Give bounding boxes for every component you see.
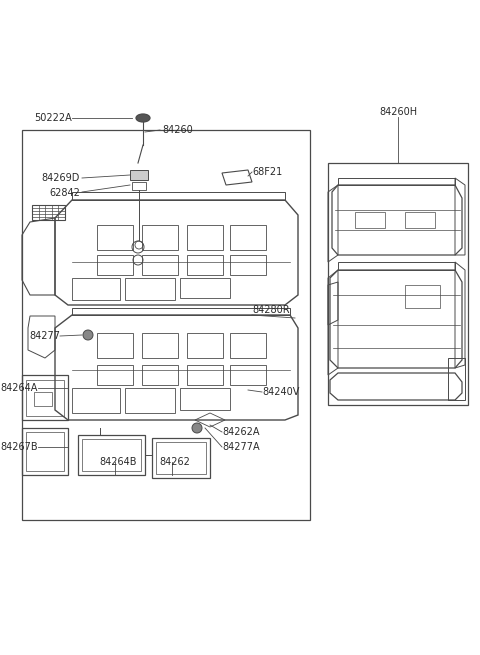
- Text: 84277: 84277: [29, 331, 60, 341]
- Text: 84267B: 84267B: [0, 442, 38, 452]
- Text: 84262: 84262: [159, 457, 191, 467]
- Text: 84269D: 84269D: [42, 173, 80, 183]
- Bar: [328, 163, 468, 405]
- Text: 84260H: 84260H: [379, 107, 417, 117]
- Text: 84280R: 84280R: [252, 305, 289, 315]
- Text: 84240V: 84240V: [262, 387, 300, 397]
- Ellipse shape: [136, 114, 150, 122]
- Circle shape: [83, 330, 93, 340]
- Text: 84264A: 84264A: [0, 383, 38, 393]
- Text: 50222A: 50222A: [34, 113, 72, 123]
- Circle shape: [192, 423, 202, 433]
- Polygon shape: [130, 170, 148, 180]
- Text: 84277A: 84277A: [222, 442, 260, 452]
- Text: 68F21: 68F21: [252, 167, 282, 177]
- Text: 62842: 62842: [49, 188, 80, 198]
- Text: 84262A: 84262A: [222, 427, 260, 437]
- Text: 84264B: 84264B: [99, 457, 137, 467]
- Text: 84260: 84260: [162, 125, 193, 135]
- Bar: [22, 130, 310, 520]
